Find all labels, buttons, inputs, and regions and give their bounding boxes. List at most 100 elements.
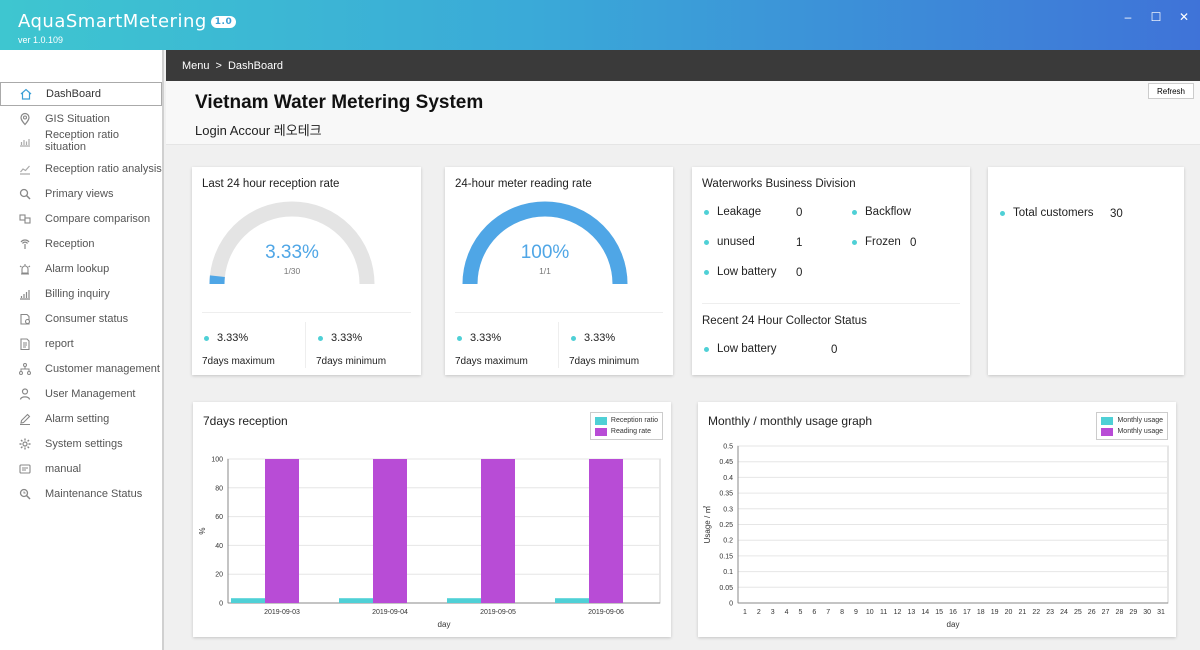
dot-icon [1000, 210, 1005, 216]
waterworks-card: Waterworks Business Division Leakage 0 B… [692, 167, 970, 375]
breadcrumb-root[interactable]: Menu [182, 59, 210, 72]
breadcrumb-current: DashBoard [227, 59, 284, 72]
sidebar-item-label: Reception ratio analysis [45, 163, 162, 175]
reception-rate-card: Last 24 hour reception rate 3.33% 1/30 3… [192, 167, 421, 375]
legend-label: Monthly usage [1117, 428, 1163, 435]
sidebar-item-gis-situation[interactable]: GIS Situation [0, 107, 162, 131]
x-tick-label: 20 [1005, 609, 1013, 616]
bar [555, 598, 589, 603]
consumer-icon [18, 312, 32, 326]
x-tick-label: 2 [757, 609, 761, 616]
minimize-icon[interactable]: – [1124, 10, 1132, 24]
divider [305, 322, 306, 368]
sidebar-item-consumer-status[interactable]: Consumer status [0, 307, 162, 331]
sidebar-item-report[interactable]: report [0, 332, 162, 356]
sidebar-item-label: Compare comparison [45, 213, 151, 225]
dot-icon [704, 209, 709, 215]
sidebar-item-alarm-lookup[interactable]: Alarm lookup [0, 257, 162, 281]
legend-item: Reading rate [594, 426, 658, 437]
sidebar-item-customer-management[interactable]: Customer management [0, 357, 162, 381]
billing-chart-icon [18, 287, 32, 301]
maximize-icon[interactable]: ☐ [1150, 10, 1162, 24]
sidebar-item-reception-ratio-situation[interactable]: Reception ratio situation [0, 129, 162, 153]
legend-item: Monthly usage [1101, 415, 1163, 426]
sidebar-item-user-management[interactable]: User Management [0, 382, 162, 406]
frozen-value: 0 [910, 237, 917, 249]
sidebar-item-label: Billing inquiry [45, 288, 110, 300]
x-tick-label: 12 [894, 609, 902, 616]
bar [373, 459, 407, 603]
sidebar-item-label: System settings [45, 438, 123, 450]
legend-item: Reception ratio [594, 415, 658, 426]
y-tick-label: 0.15 [719, 553, 733, 560]
sidebar-item-label: User Management [45, 388, 136, 400]
y-tick-label: 0.3 [723, 506, 733, 513]
x-tick-label: 7 [826, 609, 830, 616]
refresh-button[interactable]: Refresh [1148, 83, 1194, 99]
reading-rate-card: 24-hour meter reading rate 100% 1/1 3.33… [445, 167, 673, 375]
sidebar-item-alarm-setting[interactable]: Alarm setting [0, 407, 162, 431]
x-tick-label: 28 [1116, 609, 1124, 616]
legend-label: Reading rate [610, 428, 651, 435]
x-axis-label: day [438, 620, 451, 629]
dot-icon [852, 209, 857, 215]
y-tick-label: 0.25 [719, 522, 733, 529]
sidebar-item-manual[interactable]: manual [0, 457, 162, 481]
sidebar-item-primary-views[interactable]: Primary views [0, 182, 162, 206]
y-tick-label: 100 [211, 457, 223, 464]
sidebar-item-label: DashBoard [46, 88, 102, 100]
unused-value: 1 [796, 237, 803, 249]
sidebar: DashBoard GIS Situation Reception ratio si… [0, 50, 164, 650]
close-icon[interactable]: ✕ [1178, 10, 1190, 24]
max-stat: 3.33% [204, 332, 248, 344]
legend-swatch [1101, 427, 1114, 436]
x-tick-label: 14 [921, 609, 929, 616]
card-title: Waterworks Business Division [702, 178, 856, 190]
divider [202, 312, 411, 313]
x-tick-label: 2019-09-06 [588, 609, 624, 616]
login-account: Login Accour 레오테크 [195, 123, 322, 138]
page-header: Vietnam Water Metering System Login Acco… [166, 81, 1200, 145]
x-tick-label: 19 [991, 609, 999, 616]
card-title: Last 24 hour reception rate [202, 178, 340, 190]
sidebar-item-billing-inquiry[interactable]: Billing inquiry [0, 282, 162, 306]
sidebar-item-maintenance-status[interactable]: Maintenance Status [0, 482, 162, 506]
sidebar-item-system-settings[interactable]: System settings [0, 432, 162, 456]
alarm-icon [18, 262, 32, 276]
y-tick-label: 0 [729, 601, 733, 608]
max-stat: 3.33% [457, 332, 501, 344]
breadcrumb-separator: > [215, 59, 222, 72]
min-value: 3.33% [584, 332, 616, 344]
sidebar-item-compare-comparison[interactable]: Compare comparison [0, 207, 162, 231]
card-title: 24-hour meter reading rate [455, 178, 592, 190]
sidebar-item-reception-ratio-analysis[interactable]: Reception ratio analysis [0, 157, 162, 181]
sidebar-item-label: Alarm lookup [45, 263, 110, 275]
x-tick-label: 3 [771, 609, 775, 616]
y-tick-label: 40 [215, 543, 223, 550]
min-label: 7days minimum [569, 356, 640, 367]
divider [455, 312, 663, 313]
sidebar-item-reception[interactable]: Reception [0, 232, 162, 256]
collector-low-battery-value: 0 [831, 344, 838, 356]
search-icon [18, 187, 32, 201]
y-tick-label: 0.5 [723, 444, 733, 451]
sidebar-item-label: Reception [45, 238, 95, 250]
total-customers-value: 30 [1110, 208, 1123, 220]
x-tick-label: 22 [1032, 609, 1040, 616]
legend-swatch [594, 416, 607, 425]
legend-label: Monthly usage [1117, 417, 1163, 424]
y-axis-label: % [198, 527, 207, 534]
x-tick-label: 2019-09-03 [264, 609, 300, 616]
y-tick-label: 0.4 [723, 475, 733, 482]
x-tick-label: 21 [1018, 609, 1026, 616]
legend-label: Reception ratio [610, 417, 658, 424]
sidebar-item-dashboard[interactable]: DashBoard [0, 82, 162, 106]
home-icon [19, 87, 33, 101]
sidebar-item-label: report [45, 338, 74, 350]
x-tick-label: 4 [785, 609, 789, 616]
backflow-label: Backflow [865, 206, 912, 218]
x-tick-label: 23 [1046, 609, 1054, 616]
x-tick-label: 13 [907, 609, 915, 616]
backflow-item: Backflow [852, 206, 911, 218]
gauge-track [209, 201, 375, 285]
